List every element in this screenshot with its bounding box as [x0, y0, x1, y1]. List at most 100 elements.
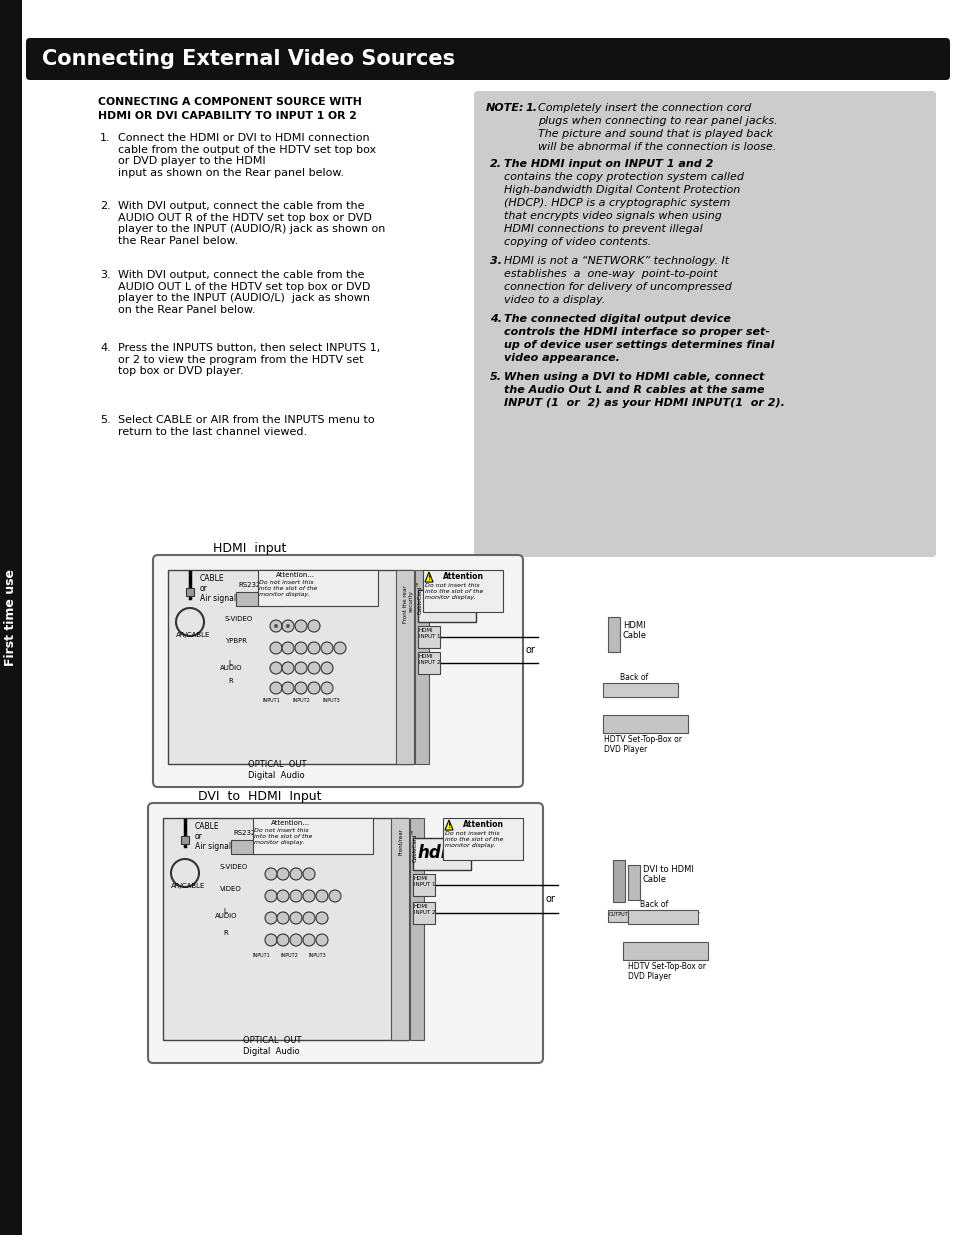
Text: Digital  Audio: Digital Audio	[243, 1047, 299, 1056]
Text: Air signal: Air signal	[200, 594, 236, 603]
Text: DVD Player: DVD Player	[603, 692, 642, 698]
Text: controls the HDMI interface so proper set-: controls the HDMI interface so proper se…	[503, 327, 769, 337]
Bar	[613, 860, 624, 902]
Text: HDTV Set-Top-Box or: HDTV Set-Top-Box or	[628, 911, 700, 918]
Circle shape	[290, 890, 302, 902]
Text: Completely insert the connection cord: Completely insert the connection cord	[537, 103, 750, 112]
Text: First time use: First time use	[5, 569, 17, 666]
Circle shape	[270, 620, 282, 632]
Bar	[602, 683, 678, 697]
Text: DVI to HDMI
Cable: DVI to HDMI Cable	[642, 864, 693, 884]
Text: hdmi: hdmi	[421, 597, 468, 614]
Text: HDMI
INPUT 2: HDMI INPUT 2	[418, 655, 440, 664]
Text: With DVI output, connect the cable from the
AUDIO OUT L of the HDTV set top box : With DVI output, connect the cable from …	[118, 270, 370, 315]
Circle shape	[308, 642, 319, 655]
Text: HDMI
Cable: HDMI Cable	[622, 621, 646, 641]
Bar	[413, 839, 471, 869]
Polygon shape	[444, 820, 453, 830]
Text: !: !	[428, 576, 431, 580]
Text: HDMI
INPUT 1: HDMI INPUT 1	[418, 629, 440, 638]
Text: 1.: 1.	[525, 103, 537, 112]
Text: Do not insert this
into the slot of the
monitor display.: Do not insert this into the slot of the …	[424, 583, 483, 600]
Text: video appearance.: video appearance.	[503, 353, 619, 363]
Bar	[417, 652, 439, 674]
Circle shape	[265, 934, 276, 946]
Bar	[391, 818, 409, 1040]
Circle shape	[320, 662, 333, 674]
Bar	[627, 910, 698, 924]
Text: establishes  a  one-way  point-to-point: establishes a one-way point-to-point	[503, 269, 717, 279]
Text: Air signal: Air signal	[194, 842, 231, 851]
Circle shape	[282, 682, 294, 694]
Text: HDMI
INPUT 1: HDMI INPUT 1	[414, 876, 435, 887]
Bar	[417, 590, 476, 622]
Text: OUTPUT: OUTPUT	[608, 911, 628, 918]
Text: Do not insert this
into the slot of the
monitor display.: Do not insert this into the slot of the …	[258, 580, 317, 597]
Bar	[602, 715, 687, 734]
Text: 1.: 1.	[100, 133, 111, 143]
Text: the Audio Out L and R cables at the same: the Audio Out L and R cables at the same	[503, 385, 763, 395]
Text: S-VIDEO: S-VIDEO	[220, 864, 248, 869]
Circle shape	[315, 934, 328, 946]
Text: plugs when connecting to rear panel jacks.: plugs when connecting to rear panel jack…	[537, 116, 777, 126]
Text: DVI  to  HDMI  Input: DVI to HDMI Input	[198, 790, 321, 803]
Text: Attention: Attention	[462, 820, 503, 829]
Text: connection for delivery of uncompressed: connection for delivery of uncompressed	[503, 282, 731, 291]
FancyBboxPatch shape	[152, 555, 522, 787]
Text: CableCard™: CableCard™	[413, 827, 417, 862]
Text: NOTE:: NOTE:	[485, 103, 524, 112]
Text: S-VIDEO: S-VIDEO	[225, 616, 253, 622]
Text: The picture and sound that is played back: The picture and sound that is played bac…	[537, 128, 772, 140]
Text: video to a display.: video to a display.	[503, 295, 605, 305]
Text: Connecting External Video Sources: Connecting External Video Sources	[42, 49, 455, 69]
Text: or: or	[525, 645, 536, 655]
Text: Attention...: Attention...	[275, 572, 314, 578]
Circle shape	[294, 620, 307, 632]
Text: HDTV Set-Top-Box or: HDTV Set-Top-Box or	[627, 962, 705, 971]
Text: INPUT2: INPUT2	[281, 953, 298, 958]
Text: will be abnormal if the connection is loose.: will be abnormal if the connection is lo…	[537, 142, 776, 152]
Text: INPUT1: INPUT1	[253, 953, 271, 958]
Text: contains the copy protection system called: contains the copy protection system call…	[503, 172, 743, 182]
Bar	[410, 818, 423, 1040]
Text: Press the INPUTS button, then select INPUTS 1,
or 2 to view the program from the: Press the INPUTS button, then select INP…	[118, 343, 380, 377]
Text: Do not insert this
into the slot of the
monitor display.: Do not insert this into the slot of the …	[444, 831, 503, 847]
Bar	[607, 910, 627, 923]
Text: High-bandwidth Digital Content Protection: High-bandwidth Digital Content Protectio…	[503, 185, 740, 195]
Text: 4.: 4.	[490, 314, 501, 324]
Text: RS232C: RS232C	[237, 582, 265, 588]
Circle shape	[276, 890, 289, 902]
Text: 3.: 3.	[100, 270, 111, 280]
Polygon shape	[424, 572, 433, 582]
Circle shape	[303, 890, 314, 902]
Circle shape	[294, 682, 307, 694]
Text: INPUT (1  or  2) as your HDMI INPUT(1  or 2).: INPUT (1 or 2) as your HDMI INPUT(1 or 2…	[503, 398, 784, 408]
FancyBboxPatch shape	[235, 592, 284, 606]
Bar	[442, 818, 522, 860]
Text: Back of: Back of	[639, 900, 667, 909]
Text: Connect the HDMI or DVI to HDMI connection
cable from the output of the HDTV set: Connect the HDMI or DVI to HDMI connecti…	[118, 133, 375, 178]
Text: L: L	[228, 659, 232, 666]
Bar	[422, 571, 502, 613]
Circle shape	[320, 682, 333, 694]
Text: that encrypts video signals when using: that encrypts video signals when using	[503, 211, 721, 221]
Circle shape	[282, 662, 294, 674]
Circle shape	[290, 868, 302, 881]
Circle shape	[265, 911, 276, 924]
Text: copying of video contents.: copying of video contents.	[503, 237, 651, 247]
Circle shape	[270, 642, 282, 655]
Circle shape	[286, 624, 290, 629]
Circle shape	[265, 868, 276, 881]
Bar	[168, 571, 413, 764]
Text: AUDIO: AUDIO	[214, 913, 237, 919]
Text: Attention: Attention	[442, 572, 483, 580]
Text: CABLE: CABLE	[200, 574, 224, 583]
Circle shape	[315, 911, 328, 924]
Bar	[163, 818, 408, 1040]
Circle shape	[290, 911, 302, 924]
Circle shape	[308, 682, 319, 694]
Text: CABLE: CABLE	[194, 823, 219, 831]
Text: !: !	[448, 823, 451, 829]
Text: 5.: 5.	[490, 372, 501, 382]
Bar	[253, 818, 373, 853]
